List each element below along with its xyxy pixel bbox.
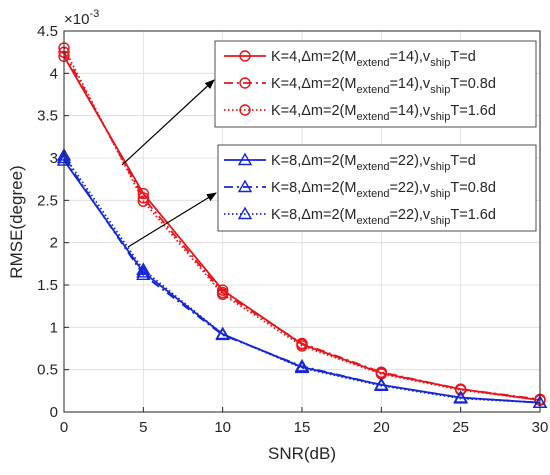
y-exponent-power: -3 [89, 8, 99, 20]
legend-blue: K=8,Δm=2(Mextend=22),vshipT=dK=8,Δm=2(Me… [217, 144, 537, 232]
legend-entry-label: K=4,Δm=2(Mextend=14),vshipT=d [271, 49, 476, 69]
y-axis-label: RMSE(degree) [7, 165, 26, 278]
legend-text-part: K=4,Δm=2(M [271, 49, 356, 65]
legend-text-part: extend [356, 111, 389, 123]
legend-entry-label: K=8,Δm=2(Mextend=22),vshipT=0.8d [271, 180, 496, 200]
legend-text-part: =22),v [389, 180, 430, 196]
x-tick-label: 20 [373, 419, 390, 436]
legend-text-part: K=4,Δm=2(M [271, 76, 356, 92]
legend-text-part: ship [430, 161, 450, 173]
legend-text-part: extend [356, 188, 389, 200]
legend-entry-label: K=8,Δm=2(Mextend=22),vshipT=d [271, 153, 476, 173]
legend-text-part: ship [430, 57, 450, 69]
x-tick-label: 15 [294, 419, 311, 436]
legend-text-part: =22),v [389, 207, 430, 223]
series-line [63, 51, 541, 401]
data-point [296, 340, 308, 352]
series-line [63, 47, 541, 402]
legend-text-part: K=4,Δm=2(M [271, 103, 356, 119]
legend-text-part: T=d [450, 153, 475, 169]
x-tick-label: 5 [139, 419, 147, 436]
blue-group-arrow [127, 192, 217, 248]
y-tick-label: 1.5 [37, 277, 58, 294]
legend-text-part: =14),v [389, 103, 430, 119]
legend-text-part: T=0.8d [450, 180, 496, 196]
legend-text-part: T=1.6d [450, 207, 496, 223]
y-tick-label: 1 [50, 319, 58, 336]
legend-entry-label: K=8,Δm=2(Mextend=22),vshipT=1.6d [271, 207, 496, 227]
data-point [374, 378, 389, 391]
red-group-arrow [121, 79, 215, 166]
data-point [216, 288, 229, 301]
y-tick-label: 4 [50, 65, 58, 82]
legend-marker [239, 50, 251, 62]
legend-marker [237, 206, 253, 220]
y-tick-label: 2.5 [37, 192, 58, 209]
x-tick-labels: 0 5 10 15 20 25 30 [60, 419, 549, 436]
legend-text-part: extend [356, 161, 389, 173]
x-tick-label: 10 [214, 419, 231, 436]
legend-text-part: K=8,Δm=2(M [271, 153, 356, 169]
x-tick-label: 30 [532, 419, 549, 436]
y-tick-labels: 0 0.5 1 1.5 2 2.5 3 3.5 4 4.5 [37, 23, 58, 421]
legend-text-part: =14),v [389, 49, 430, 65]
x-tick-label: 25 [452, 419, 469, 436]
y-tick-label: 3.5 [37, 108, 58, 125]
y-exponent: ×10-3 [64, 8, 99, 28]
legend-entry-label: K=4,Δm=2(Mextend=14),vshipT=0.8d [271, 76, 496, 96]
x-tick-label: 0 [60, 419, 68, 436]
data-point [137, 195, 150, 207]
plot-frame [63, 30, 541, 413]
legend-marker [239, 104, 251, 116]
data-point [454, 384, 467, 396]
legend-text-part: K=8,Δm=2(M [271, 207, 356, 223]
legend-text-part: extend [356, 84, 389, 96]
legend-entry-label: K=4,Δm=2(Mextend=14),vshipT=1.6d [271, 103, 496, 123]
legend-text-part: ship [430, 84, 450, 96]
data-point [137, 192, 150, 204]
y-tick-label: 4.5 [37, 23, 58, 40]
series-line [63, 154, 541, 404]
legend-red: K=4,Δm=2(Mextend=14),vshipT=dK=4,Δm=2(Me… [214, 40, 537, 128]
legend-text-part: ship [430, 215, 450, 227]
legend-marker [237, 152, 253, 166]
y-exponent-base: ×10 [64, 11, 89, 28]
legend-red-box [214, 40, 537, 128]
legend-text-part: T=d [450, 49, 475, 65]
legend-text-part: =14),v [389, 76, 430, 92]
legend-text-part: extend [356, 57, 389, 69]
legend-marker [239, 77, 251, 89]
legend-marker [237, 179, 253, 193]
data-point [294, 360, 310, 374]
legend-text-part: T=0.8d [450, 76, 496, 92]
data-point [215, 326, 230, 340]
legend-text-part: K=8,Δm=2(M [271, 180, 356, 196]
y-tick-label: 0.5 [37, 362, 58, 379]
data-point [136, 262, 151, 275]
y-tick-label: 2 [50, 235, 58, 252]
legend-text-part: ship [430, 111, 450, 123]
legend-blue-box [217, 144, 537, 232]
legend-text-part: T=1.6d [450, 103, 496, 119]
y-tick-label: 0 [50, 404, 58, 421]
x-axis-label: SNR(dB) [268, 444, 336, 463]
data-point [453, 391, 468, 404]
y-tick-label: 3 [50, 150, 58, 167]
legend-text-part: =22),v [389, 153, 430, 169]
legend-text-part: extend [356, 215, 389, 227]
data-point [294, 358, 310, 372]
legend-text-part: ship [430, 188, 450, 200]
